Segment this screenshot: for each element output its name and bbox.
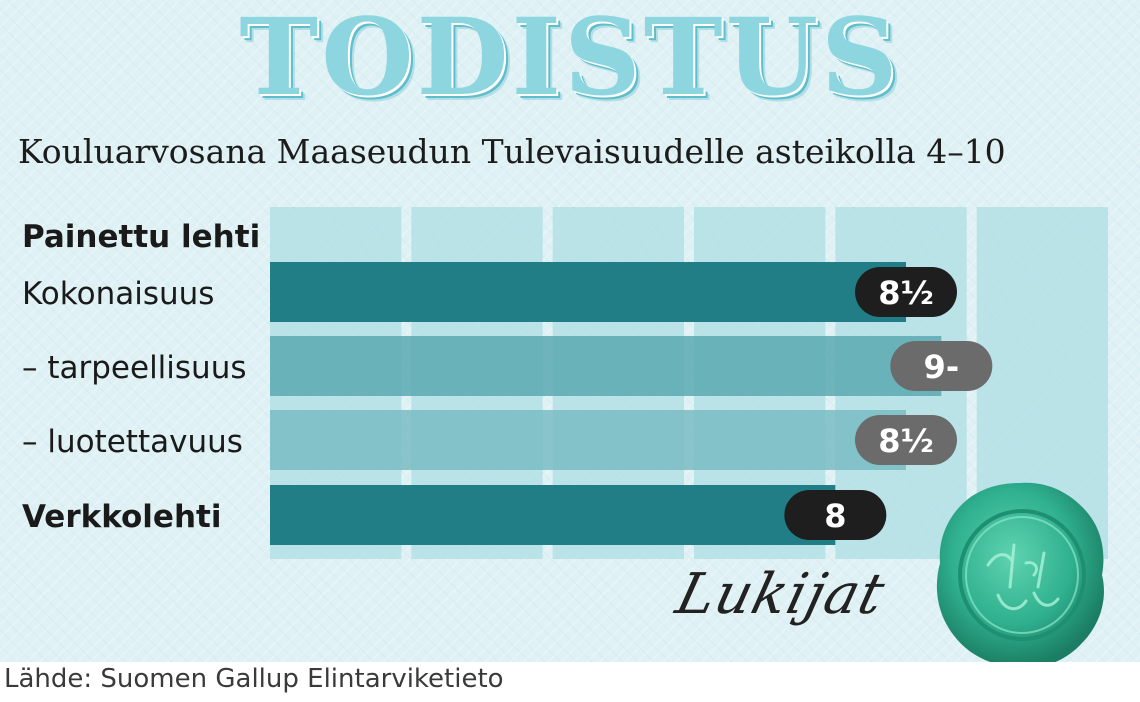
source-note: Lähde: Suomen Gallup Elintarviketieto [4, 664, 504, 694]
bar-2 [270, 336, 942, 396]
category-label: Kokonaisuus [22, 276, 215, 312]
value-label-badge [890, 341, 993, 391]
certificate-background: TODISTUS Kouluarvosana Maaseudun Tulevai… [0, 0, 1140, 662]
value-label-badge [784, 490, 887, 540]
signature-text: Lukijat [669, 562, 892, 627]
bar-4 [270, 485, 836, 545]
chart-subtitle: Kouluarvosana Maaseudun Tulevaisuudelle … [18, 132, 1006, 171]
bar-3 [270, 410, 906, 470]
category-label: – luotettavuus [22, 424, 243, 460]
data-label: 8½ [878, 274, 933, 312]
value-label-badge [855, 267, 957, 317]
category-label: Verkkolehti [22, 499, 222, 535]
category-label: – tarpeellisuus [22, 350, 247, 386]
data-label: 8 [824, 497, 846, 535]
chart-title: TODISTUS [239, 0, 901, 119]
category-label: Painettu lehti [22, 219, 261, 255]
bar-1 [270, 262, 906, 322]
value-label-badge [855, 415, 957, 465]
wax-seal-icon [936, 482, 1104, 662]
data-label: 8½ [878, 422, 933, 460]
data-label: 9- [924, 348, 960, 386]
